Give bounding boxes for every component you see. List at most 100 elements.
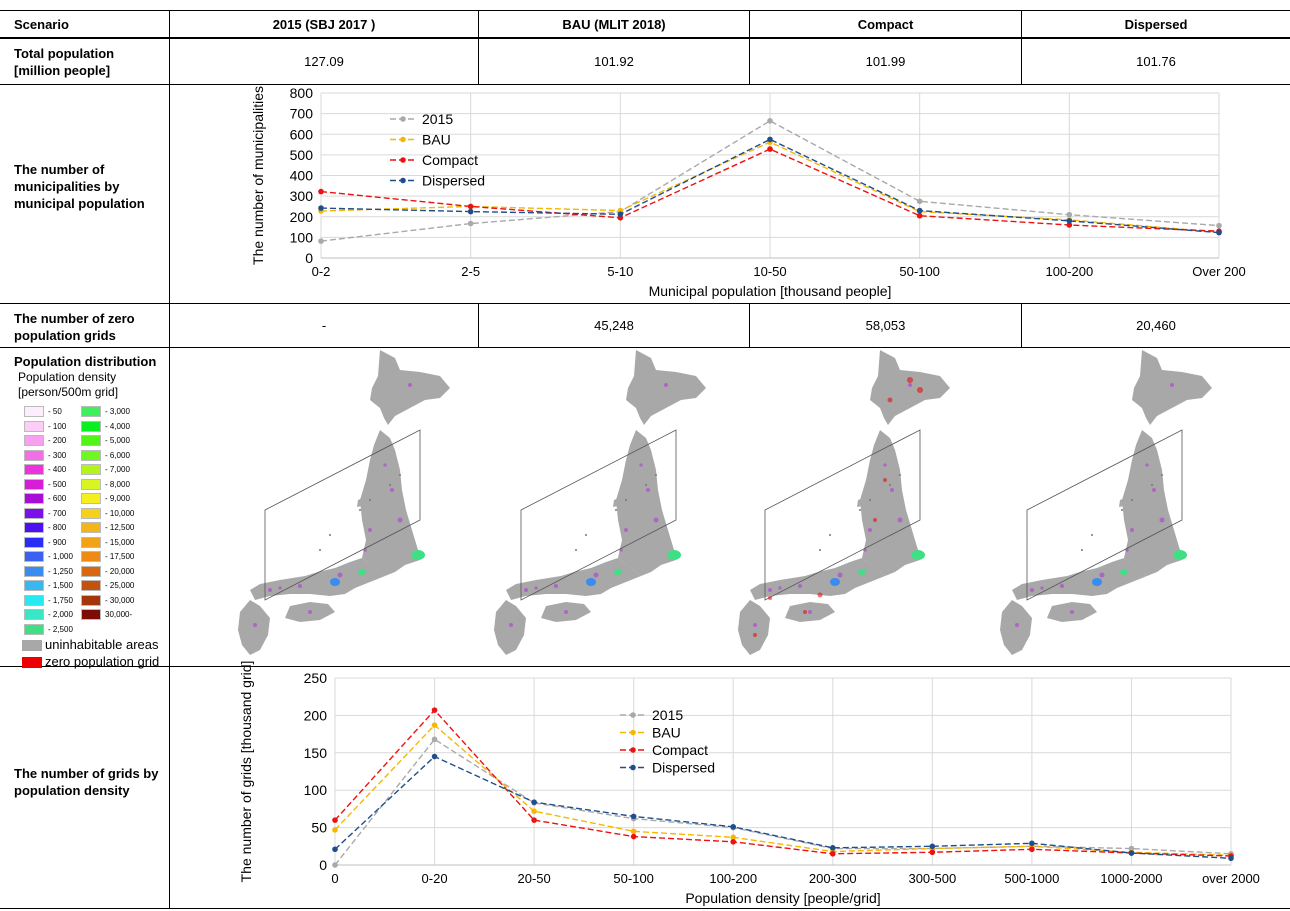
legend-left-label: - 800 (48, 523, 67, 532)
header-dispersed: Dispersed (1124, 16, 1188, 32)
row-rule-1 (0, 84, 1290, 85)
legend-right-label: - 30,000 (105, 595, 135, 605)
data-point-compact (929, 849, 936, 856)
legend-left-label: - 500 (48, 479, 67, 489)
y-tick-label: 0 (319, 857, 327, 873)
map-2015 (237, 349, 451, 656)
series-line-compact (320, 148, 1220, 232)
legend-label: Compact (422, 152, 478, 168)
legend-marker-bau (630, 729, 636, 736)
data-point-bau (467, 203, 474, 210)
legend-left-swatch (24, 464, 44, 475)
legend-right-swatch (81, 551, 101, 562)
legend-label: BAU (652, 725, 681, 741)
data-point-2015 (1128, 845, 1135, 852)
header-compact: Compact (857, 16, 914, 32)
grids-row-label: The number of grids by population densit… (14, 765, 158, 799)
data-point-bau (1128, 849, 1135, 856)
x-tick-label: 500-1000 (1004, 871, 1059, 886)
data-point-dispersed (318, 205, 324, 211)
y-tick-label: 150 (304, 745, 328, 761)
col-rule-2b (478, 303, 479, 347)
legend-left-label: - 1,500 (48, 581, 73, 590)
legend-right-label: - 12,500 (105, 523, 135, 532)
data-point-compact (332, 817, 338, 823)
data-point-compact (767, 146, 773, 152)
data-point-2015 (617, 208, 624, 215)
x-tick-label: 20-50 (517, 871, 550, 886)
col-rule-3b (749, 303, 750, 347)
row-rule-3 (0, 347, 1290, 348)
data-point-bau (630, 828, 637, 835)
zero-grid-label: zero population grid (45, 654, 160, 669)
data-point-bau (730, 834, 737, 841)
data-point-compact (916, 212, 923, 219)
total-population-label-line2: [million people] (14, 63, 111, 78)
y-tick-label: 50 (311, 820, 327, 836)
legend-right-swatch (81, 536, 101, 548)
legend-marker-dispersed (400, 177, 406, 184)
data-point-compact (1029, 846, 1035, 853)
legend-left-label: - 200 (48, 436, 67, 445)
legend-left-label: - 300 (48, 450, 67, 460)
zero-grids-label-line1: The number of zero (14, 311, 135, 326)
data-point-2015 (318, 238, 324, 244)
legend-right-label: - 8,000 (105, 479, 130, 489)
legend-right-label: - 17,500 (105, 552, 135, 561)
data-point-2015 (1228, 850, 1234, 857)
header-scenario: Scenario (14, 16, 69, 32)
zero-grids-label: The number of zero population grids (14, 310, 135, 344)
data-point-dispersed (630, 813, 637, 820)
uninhabitable-label: uninhabitable areas (45, 637, 159, 652)
legend-left-swatch (24, 565, 44, 577)
y-tick-label: 200 (290, 209, 314, 225)
x-axis-title: Municipal population [thousand people] (649, 283, 892, 299)
y-tick-label: 0 (305, 250, 313, 266)
legend-left-label: - 50 (48, 407, 62, 416)
y-tick-label: 300 (290, 188, 314, 204)
x-tick-label: over 2000 (1202, 871, 1260, 886)
legend-right-swatch (81, 435, 101, 446)
legend-marker-dispersed (630, 764, 636, 771)
legend-right-swatch (81, 478, 101, 490)
zero-grids-dispersed: 20,460 (1136, 318, 1176, 333)
x-tick-label: 0-20 (422, 871, 448, 886)
legend-left-swatch (24, 406, 44, 417)
legend-left-swatch (24, 551, 44, 562)
row-rule-2 (0, 303, 1290, 304)
y-tick-label: 600 (290, 126, 314, 142)
data-point-dispersed (730, 824, 737, 830)
legend-left-label: - 1,250 (48, 566, 73, 576)
legend-left-swatch (24, 623, 44, 635)
legend-right-swatch (81, 420, 101, 432)
legend-left-swatch (24, 609, 44, 620)
legend-left-label: - 1,000 (48, 552, 73, 561)
total-population-label: Total population [million people] (14, 45, 114, 79)
legend-left-label: - 2,500 (48, 624, 73, 634)
x-tick-label: 300-500 (908, 871, 956, 886)
data-point-dispersed (531, 799, 537, 805)
municipalities-row-label-line3: municipal population (14, 196, 145, 211)
x-tick-label: 50-100 (613, 871, 653, 886)
legend-right-label: - 20,000 (105, 566, 135, 576)
data-point-bau (829, 848, 836, 855)
y-tick-label: 500 (290, 147, 314, 163)
grids-row-label-line2: population density (14, 783, 130, 798)
data-point-dispersed (467, 208, 474, 215)
data-point-bau (531, 808, 537, 814)
y-tick-label: 400 (290, 168, 314, 184)
distribution-label: Population distribution (14, 354, 157, 369)
data-point-compact (1216, 228, 1222, 234)
data-point-2015 (1029, 843, 1035, 850)
data-point-dispersed (1228, 855, 1234, 862)
x-tick-label: 50-100 (899, 264, 939, 279)
data-point-compact (730, 839, 737, 845)
x-tick-label: 10-50 (753, 264, 786, 279)
legend-marker-compact (630, 747, 636, 753)
legend-label: Dispersed (422, 173, 485, 189)
series-line-bau (334, 724, 1232, 856)
data-point-bau (1066, 217, 1073, 223)
legend-right-label: - 5,000 (105, 436, 130, 445)
y-axis-title: The number of grids [thousand grid] (238, 661, 254, 883)
